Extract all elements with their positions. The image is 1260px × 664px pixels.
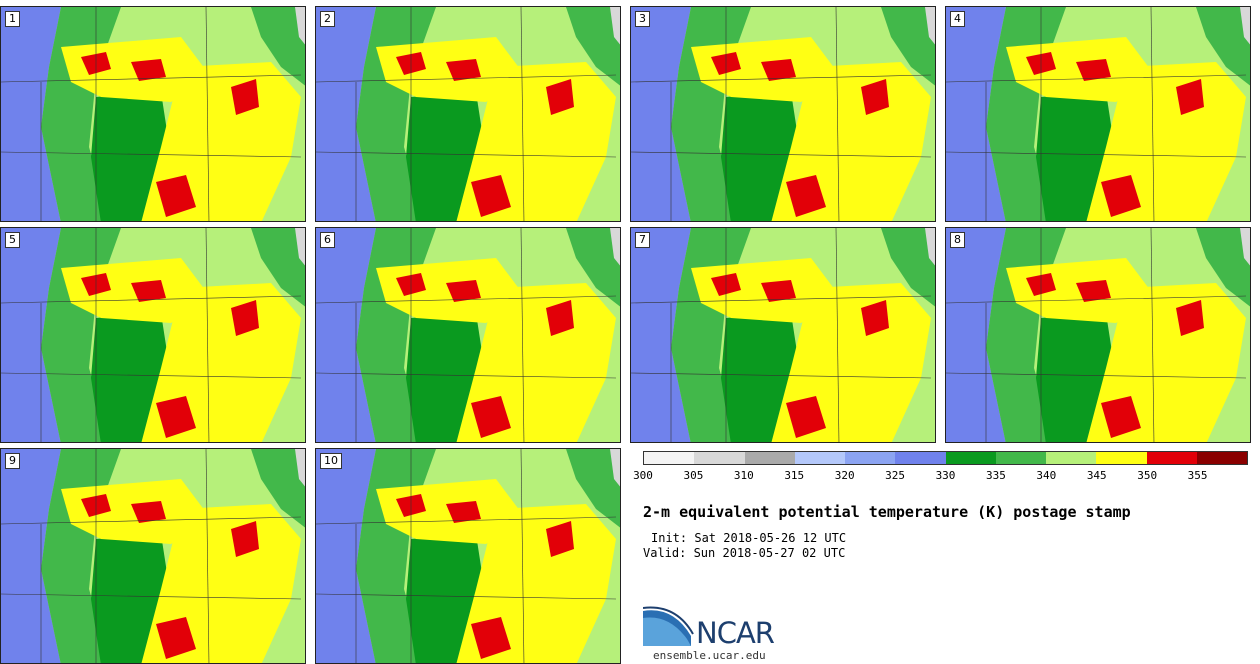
colorbar-segment: [794, 452, 845, 464]
map-field: [1, 7, 305, 221]
map-field: [316, 228, 620, 442]
colorbar-segment: [895, 452, 946, 464]
init-time: Init: Sat 2018-05-26 12 UTC: [651, 531, 847, 545]
member-number: 4: [950, 11, 965, 27]
map-field: [631, 228, 935, 442]
colorbar-segment: [1096, 452, 1147, 464]
map-field: [316, 449, 620, 663]
ensemble-member-panel: 9: [0, 448, 306, 664]
chart-title: 2-m equivalent potential temperature (K)…: [643, 503, 1131, 521]
colorbar-segment: [744, 452, 795, 464]
logo-url: ensemble.ucar.edu: [653, 649, 766, 662]
map-field: [946, 228, 1250, 442]
colorbar-tick-label: 345: [1086, 469, 1107, 482]
colorbar-segment: [1146, 452, 1197, 464]
colorbar-segment: [995, 452, 1046, 464]
colorbar-segment: [945, 452, 996, 464]
member-number: 9: [5, 453, 20, 469]
ensemble-member-panel: 2: [315, 6, 621, 222]
colorbar-segment: [644, 452, 695, 464]
map-field: [631, 7, 935, 221]
member-number: 7: [635, 232, 650, 248]
ensemble-member-panel: 7: [630, 227, 936, 443]
ncar-logo-icon: [643, 606, 694, 646]
map-field: [1, 228, 305, 442]
colorbar-tick-label: 330: [935, 469, 956, 482]
ncar-logo-text: NCAR: [696, 616, 775, 650]
ensemble-member-panel: 8: [945, 227, 1251, 443]
colorbar: [643, 451, 1248, 465]
valid-time: Valid: Sun 2018-05-27 02 UTC: [643, 546, 846, 560]
colorbar-ticks: 300 305 310 315 320 325 330 335 340 345 350 355: [633, 469, 1248, 483]
ensemble-member-panel: 10: [315, 448, 621, 664]
colorbar-tick-label: 350: [1137, 469, 1158, 482]
member-number: 8: [950, 232, 965, 248]
colorbar-tick-label: 300: [633, 469, 653, 482]
colorbar-tick-label: 355: [1187, 469, 1208, 482]
ensemble-member-panel: 3: [630, 6, 936, 222]
map-field: [946, 7, 1250, 221]
ensemble-member-panel: 5: [0, 227, 306, 443]
colorbar-tick-label: 305: [683, 469, 704, 482]
member-number: 10: [320, 453, 342, 469]
member-number: 1: [5, 11, 20, 27]
member-number: 2: [320, 11, 335, 27]
colorbar-segment: [694, 452, 745, 464]
colorbar-segment: [1196, 452, 1247, 464]
colorbar-segment: [845, 452, 896, 464]
colorbar-tick-label: 315: [784, 469, 805, 482]
map-field: [316, 7, 620, 221]
ensemble-member-panel: 1: [0, 6, 306, 222]
colorbar-tick-label: 310: [733, 469, 754, 482]
colorbar-segment: [1046, 452, 1097, 464]
ensemble-member-panel: 4: [945, 6, 1251, 222]
colorbar-tick-label: 340: [1036, 469, 1057, 482]
member-number: 5: [5, 232, 20, 248]
colorbar-tick-label: 320: [834, 469, 855, 482]
map-field: [1, 449, 305, 663]
colorbar-tick-label: 335: [985, 469, 1006, 482]
member-number: 3: [635, 11, 650, 27]
ensemble-member-panel: 6: [315, 227, 621, 443]
colorbar-tick-label: 325: [885, 469, 906, 482]
member-number: 6: [320, 232, 335, 248]
